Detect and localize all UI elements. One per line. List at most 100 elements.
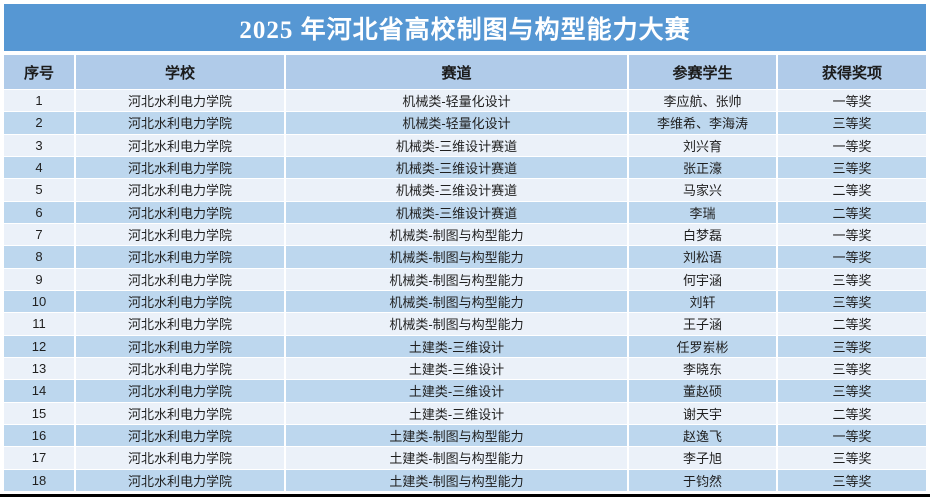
track-cell: 机械类-三维设计赛道 bbox=[286, 201, 629, 223]
table-body: 1 河北水利电力学院 机械类-轻量化设计 李应航、张帅 一等奖 2 河北水利电力学院 机械类-… bbox=[4, 90, 926, 492]
students-cell: 李子旭 bbox=[629, 447, 778, 469]
school-cell: 河北水利电力学院 bbox=[76, 112, 286, 134]
award-cell: 一等奖 bbox=[832, 429, 872, 445]
row-number-cell: 15 bbox=[4, 402, 76, 424]
header-students: 参赛学生 bbox=[629, 55, 778, 89]
school-cell: 河北水利电力学院 bbox=[76, 290, 286, 313]
students-cell: 赵逸飞 bbox=[629, 424, 778, 447]
table-row: 1 河北水利电力学院 机械类-轻量化设计 李应航、张帅 一等奖 bbox=[4, 90, 926, 113]
students-cell: 任罗岽彬 bbox=[629, 335, 778, 357]
school-cell: 河北水利电力学院 bbox=[76, 223, 286, 246]
track-cell: 土建类-制图与构型能力 bbox=[286, 447, 629, 469]
header-school: 学校 bbox=[76, 55, 286, 89]
row-number-cell: 16 bbox=[4, 424, 76, 447]
award-cell: 一等奖 bbox=[832, 250, 872, 266]
students-cell: 刘兴育 bbox=[629, 134, 778, 156]
table-header-row: 序号 学校 赛道 参赛学生 获得奖项 bbox=[4, 55, 926, 90]
school-cell: 河北水利电力学院 bbox=[76, 246, 286, 268]
header-award: 获得奖项 bbox=[821, 64, 882, 82]
award-cell: 三等奖 bbox=[832, 161, 872, 177]
award-cell: 三等奖 bbox=[832, 451, 872, 467]
students-cell: 马家兴 bbox=[629, 179, 778, 201]
track-cell: 机械类-三维设计赛道 bbox=[286, 156, 629, 179]
award-cell: 三等奖 bbox=[832, 473, 872, 489]
track-cell: 土建类-三维设计 bbox=[286, 402, 629, 424]
school-cell: 河北水利电力学院 bbox=[76, 179, 286, 201]
header-row-number: 序号 bbox=[4, 55, 76, 89]
award-cell: 三等奖 bbox=[832, 272, 872, 288]
award-cell: 三等奖 bbox=[832, 339, 872, 355]
table-row: 12 河北水利电力学院 土建类-三维设计 任罗岽彬 三等奖 bbox=[4, 335, 926, 358]
row-number-cell: 6 bbox=[4, 201, 76, 223]
table-row: 8 河北水利电力学院 机械类-制图与构型能力 刘松语 一等奖 bbox=[4, 246, 926, 269]
school-cell: 河北水利电力学院 bbox=[76, 447, 286, 469]
table-row: 9 河北水利电力学院 机械类-制图与构型能力 何宇涵 三等奖 bbox=[4, 268, 926, 291]
row-number-cell: 1 bbox=[4, 90, 76, 112]
students-cell: 何宇涵 bbox=[629, 268, 778, 290]
school-cell: 河北水利电力学院 bbox=[76, 402, 286, 424]
track-cell: 机械类-轻量化设计 bbox=[286, 90, 629, 112]
row-number-cell: 11 bbox=[4, 313, 76, 335]
row-number-cell: 12 bbox=[4, 335, 76, 357]
row-number-cell: 7 bbox=[4, 223, 76, 246]
track-cell: 土建类-三维设计 bbox=[286, 357, 629, 380]
row-number-cell: 10 bbox=[4, 290, 76, 313]
award-cell: 二等奖 bbox=[832, 406, 872, 422]
bottom-border-line bbox=[0, 494, 930, 497]
school-cell: 河北水利电力学院 bbox=[76, 357, 286, 380]
track-cell: 土建类-三维设计 bbox=[286, 380, 629, 402]
school-cell: 河北水利电力学院 bbox=[76, 313, 286, 335]
row-number-cell: 13 bbox=[4, 357, 76, 380]
table-row: 6 河北水利电力学院 机械类-三维设计赛道 李瑞 二等奖 bbox=[4, 201, 926, 224]
school-cell: 河北水利电力学院 bbox=[76, 201, 286, 223]
table-row: 13 河北水利电力学院 土建类-三维设计 李晓东 三等奖 bbox=[4, 357, 926, 381]
table-row: 17 河北水利电力学院 土建类-制图与构型能力 李子旭 三等奖 bbox=[4, 447, 926, 470]
school-cell: 河北水利电力学院 bbox=[76, 134, 286, 156]
track-cell: 土建类-制图与构型能力 bbox=[286, 469, 629, 491]
row-number-cell: 17 bbox=[4, 447, 76, 469]
award-cell: 三等奖 bbox=[832, 295, 872, 311]
school-cell: 河北水利电力学院 bbox=[76, 424, 286, 447]
students-cell: 白梦磊 bbox=[629, 223, 778, 246]
award-cell: 二等奖 bbox=[832, 205, 872, 221]
award-cell: 一等奖 bbox=[832, 228, 872, 244]
page-title: 2025 年河北省高校制图与构型能力大赛 bbox=[4, 4, 926, 51]
row-number-cell: 3 bbox=[4, 134, 76, 156]
school-cell: 河北水利电力学院 bbox=[76, 335, 286, 357]
track-cell: 土建类-三维设计 bbox=[286, 335, 629, 357]
students-cell: 李瑞 bbox=[629, 201, 778, 223]
table-row: 11 河北水利电力学院 机械类-制图与构型能力 王子涵 二等奖 bbox=[4, 313, 926, 336]
row-number-cell: 9 bbox=[4, 268, 76, 290]
table-row: 16 河北水利电力学院 土建类-制图与构型能力 赵逸飞 一等奖 bbox=[4, 424, 926, 448]
students-cell: 李应航、张帅 bbox=[629, 90, 778, 112]
track-cell: 机械类-三维设计赛道 bbox=[286, 134, 629, 156]
track-cell: 机械类-轻量化设计 bbox=[286, 112, 629, 134]
row-number-cell: 18 bbox=[4, 469, 76, 491]
track-cell: 机械类-制图与构型能力 bbox=[286, 246, 629, 268]
school-cell: 河北水利电力学院 bbox=[76, 380, 286, 402]
row-number-cell: 5 bbox=[4, 179, 76, 201]
track-cell: 机械类-制图与构型能力 bbox=[286, 290, 629, 313]
row-number-cell: 4 bbox=[4, 156, 76, 179]
award-cell: 一等奖 bbox=[832, 138, 872, 154]
students-cell: 刘松语 bbox=[629, 246, 778, 268]
award-cell: 二等奖 bbox=[832, 317, 872, 333]
students-cell: 刘轩 bbox=[629, 290, 778, 313]
track-cell: 机械类-制图与构型能力 bbox=[286, 268, 629, 290]
school-cell: 河北水利电力学院 bbox=[76, 268, 286, 290]
row-number-cell: 14 bbox=[4, 380, 76, 402]
table-row: 2 河北水利电力学院 机械类-轻量化设计 李维希、李海涛 三等奖 bbox=[4, 112, 926, 135]
table-row: 14 河北水利电力学院 土建类-三维设计 董赵硕 三等奖 bbox=[4, 380, 926, 403]
students-cell: 于钧然 bbox=[629, 469, 778, 491]
table-row: 10 河北水利电力学院 机械类-制图与构型能力 刘轩 三等奖 bbox=[4, 290, 926, 314]
school-cell: 河北水利电力学院 bbox=[76, 469, 286, 491]
students-cell: 王子涵 bbox=[629, 313, 778, 335]
track-cell: 土建类-制图与构型能力 bbox=[286, 424, 629, 447]
students-cell: 谢天宇 bbox=[629, 402, 778, 424]
table-row: 5 河北水利电力学院 机械类-三维设计赛道 马家兴 二等奖 bbox=[4, 179, 926, 202]
award-cell: 一等奖 bbox=[832, 94, 872, 110]
award-cell: 三等奖 bbox=[832, 362, 872, 378]
track-cell: 机械类-制图与构型能力 bbox=[286, 223, 629, 246]
table-row: 3 河北水利电力学院 机械类-三维设计赛道 刘兴育 一等奖 bbox=[4, 134, 926, 157]
